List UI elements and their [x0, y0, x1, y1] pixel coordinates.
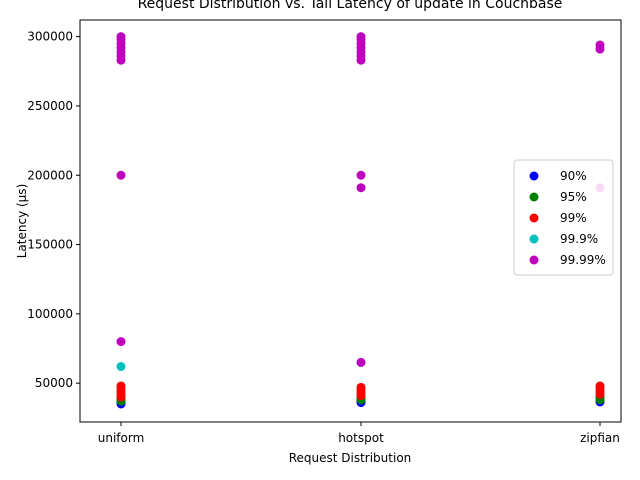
data-point — [116, 362, 126, 372]
legend-label: 90% — [560, 169, 587, 183]
x-axis-label: Request Distribution — [289, 451, 412, 465]
data-point — [356, 183, 366, 193]
legend-marker — [529, 234, 539, 244]
legend-marker — [529, 171, 539, 181]
plot-frame — [79, 19, 622, 423]
y-axis-ticks: 50000 100000 150000 200000 250000 300000 — [27, 30, 80, 390]
data-point — [356, 382, 366, 392]
data-point — [595, 381, 605, 391]
legend-frame — [513, 159, 614, 276]
data-point — [116, 337, 126, 347]
legend-items: 90% 95% 99% 99.9% 99.99% — [529, 169, 606, 267]
data-point — [116, 170, 126, 180]
data-points — [116, 32, 605, 409]
x-tick-label: uniform — [98, 431, 145, 445]
data-point — [356, 32, 366, 42]
y-tick-label: 100000 — [27, 307, 73, 321]
legend: 90% 95% 99% 99.9% 99.99% — [513, 159, 614, 276]
x-axis-ticks: uniform hotspot zipfian — [98, 422, 620, 445]
legend-marker — [529, 255, 539, 265]
data-point — [356, 170, 366, 180]
y-axis-label: Latency (µs) — [15, 184, 29, 259]
y-tick-label: 200000 — [27, 168, 73, 182]
data-point — [116, 381, 126, 391]
legend-marker — [529, 213, 539, 223]
y-tick-label: 250000 — [27, 99, 73, 113]
y-tick-label: 150000 — [27, 238, 73, 252]
x-tick-label: zipfian — [580, 431, 620, 445]
legend-label: 99% — [560, 211, 587, 225]
data-point — [116, 32, 126, 42]
legend-marker — [529, 192, 539, 202]
legend-label: 99.99% — [560, 253, 606, 267]
legend-label: 99.9% — [560, 232, 598, 246]
y-tick-label: 50000 — [35, 376, 73, 390]
legend-label: 95% — [560, 190, 587, 204]
chart-title: Request Distribution vs. Tail Latency of… — [138, 0, 563, 12]
data-point — [595, 40, 605, 50]
y-tick-label: 300000 — [27, 30, 73, 44]
x-tick-label: hotspot — [338, 431, 384, 445]
data-point — [356, 357, 366, 367]
